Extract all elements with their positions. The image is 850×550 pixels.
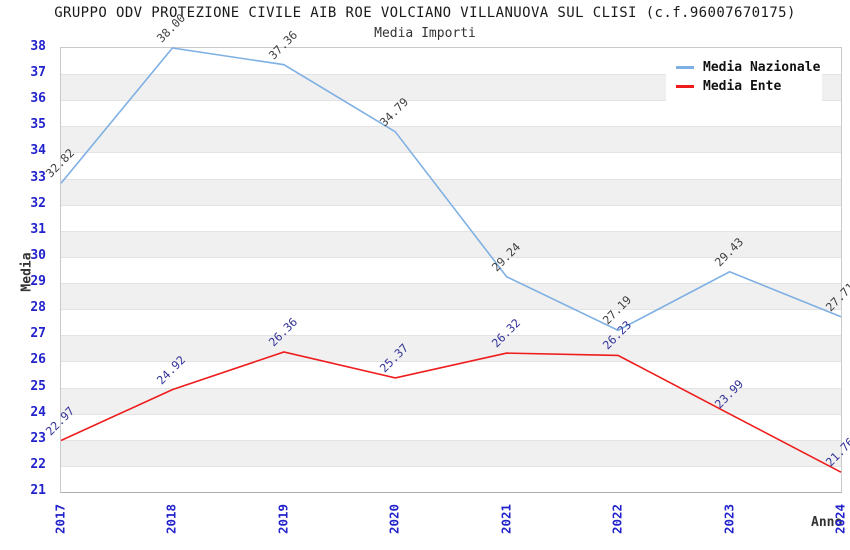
gridline (61, 439, 841, 441)
gridline (61, 256, 841, 258)
gridline (61, 309, 841, 311)
x-axis-title: Anno (811, 515, 843, 530)
series-line-media-ente (60, 351, 842, 473)
gridline (61, 335, 841, 337)
plot-band (61, 413, 841, 440)
x-axis-tick-label: 2021 (498, 503, 514, 535)
gridline (61, 74, 841, 76)
y-axis-tick-label: 23 (30, 430, 46, 446)
y-axis-tick-label: 35 (30, 117, 46, 133)
y-axis-tick-label: 22 (30, 456, 46, 472)
legend-label: Media Nazionale (703, 60, 821, 75)
y-axis-tick-label: 37 (30, 65, 46, 81)
x-axis-tick-label: 2024 (832, 503, 848, 535)
y-axis-tick-label: 25 (30, 378, 46, 394)
series-lines-svg (60, 47, 842, 473)
plot-band (61, 309, 841, 336)
plot-band (61, 204, 841, 231)
x-axis-tick-label: 2019 (275, 503, 291, 535)
gridline (61, 126, 841, 128)
legend: Media Nazionale Media Ente (666, 50, 822, 102)
legend-item-media-nazionale: Media Nazionale (676, 58, 822, 77)
y-axis-tick-label: 32 (30, 195, 46, 211)
plot-area (60, 47, 842, 493)
y-axis-tick-label: 29 (30, 274, 46, 290)
chart-title: GRUPPO ODV PROTEZIONE CIVILE AIB ROE VOL… (54, 5, 796, 21)
y-axis-tick-label: 31 (30, 221, 46, 237)
gridline (61, 152, 841, 154)
plot-band (61, 387, 841, 414)
plot-band (61, 100, 841, 127)
gridline (61, 178, 841, 180)
plot-band (61, 283, 841, 310)
x-axis-tick-label: 2017 (52, 503, 68, 535)
plot-band (61, 335, 841, 362)
plot-band (61, 126, 841, 153)
y-axis-tick-label: 34 (30, 143, 46, 159)
series-line-media-nazionale (60, 47, 842, 332)
plot-band (61, 256, 841, 284)
legend-marker-line-icon (676, 85, 694, 88)
legend-label: Media Ente (703, 79, 782, 94)
y-axis-tick-label: 27 (30, 326, 46, 342)
gridline (61, 361, 841, 363)
plot-band (61, 230, 841, 257)
x-axis-tick-label: 2018 (163, 503, 179, 535)
y-axis-tick-label: 30 (30, 247, 46, 263)
x-axis-tick-label: 2023 (721, 503, 737, 535)
x-axis-tick-label: 2022 (609, 503, 625, 535)
gridline (61, 100, 841, 102)
y-axis-tick-label: 36 (30, 91, 46, 107)
y-axis-tick-label: 38 (30, 39, 46, 54)
y-axis-tick-label: 28 (30, 300, 46, 316)
y-axis-tick-label: 26 (30, 352, 46, 368)
gridline (61, 387, 841, 389)
plot-band (61, 178, 841, 205)
gridline (61, 465, 841, 467)
gridline (61, 230, 841, 232)
y-axis-tick-label: 24 (30, 404, 46, 420)
legend-marker-line-icon (676, 66, 694, 69)
plot-band (61, 152, 841, 179)
chart-subtitle: Media Importi (374, 26, 476, 41)
gridline (61, 283, 841, 285)
legend-item-media-ente: Media Ente (676, 77, 822, 96)
x-axis-tick-label: 2020 (386, 503, 402, 535)
y-axis-tick-label: 21 (30, 483, 46, 498)
plot-band (61, 465, 841, 492)
gridline (61, 413, 841, 415)
y-axis-tick-label: 33 (30, 169, 46, 185)
plot-band (61, 439, 841, 466)
